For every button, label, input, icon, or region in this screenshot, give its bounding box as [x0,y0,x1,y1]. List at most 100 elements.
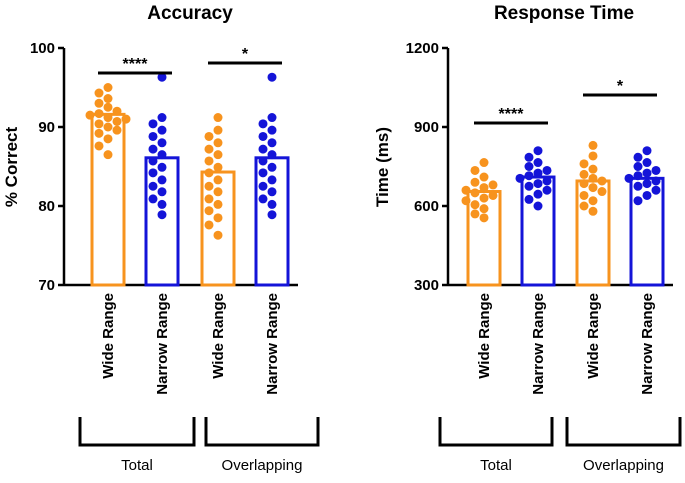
group-bracket [204,417,320,447]
data-point [579,169,589,179]
significance-label: * [617,78,624,95]
data-point [157,125,167,135]
data-point [103,102,113,112]
group-bracket [438,417,554,447]
data-point [642,190,652,200]
data-point [479,172,489,182]
data-point [461,196,471,206]
data-point [533,158,543,168]
data-point [157,187,167,197]
data-point [157,199,167,209]
y-axis-label: Time (ms) [373,127,392,207]
data-point [258,144,268,154]
y-axis-label: % Correct [2,127,21,208]
data-point [258,181,268,191]
data-point [213,138,223,148]
group-label: Overlapping [583,457,664,474]
data-point [94,88,104,98]
data-point [588,183,598,193]
group-label: Total [121,457,153,474]
category-label: Wide Range [585,293,602,379]
data-point [488,190,498,200]
data-point [651,165,661,175]
y-tick-label: 70 [38,277,55,294]
data-point [267,162,277,172]
data-point [103,113,113,123]
data-point [579,159,589,169]
chart-title: Accuracy [147,3,233,24]
data-point [204,144,214,154]
data-point [479,183,489,193]
group-label: Total [480,457,512,474]
category-label: Narrow Range [154,293,171,395]
data-point [148,156,158,166]
data-point [157,210,167,220]
data-point [103,150,113,160]
data-point [588,206,598,216]
data-point [651,185,661,195]
data-point [148,194,158,204]
data-point [103,94,113,104]
data-point [148,119,158,129]
data-point [204,131,214,141]
data-point [533,179,543,189]
data-point [542,176,552,186]
data-point [267,210,277,220]
category-label: Wide Range [476,293,493,379]
data-point [94,98,104,108]
data-point [524,171,534,181]
data-point [588,173,598,183]
y-tick-label: 90 [38,119,55,136]
data-point [597,187,607,197]
significance-label: **** [123,56,149,73]
data-point [204,206,214,216]
y-tick-label: 900 [414,119,439,136]
data-point [470,209,480,219]
data-point [157,175,167,185]
data-point [267,125,277,135]
data-point [470,165,480,175]
data-point [479,213,489,223]
data-point [470,188,480,198]
data-point [103,83,113,92]
data-point [533,201,543,211]
chart-title: Response Time [494,3,634,24]
data-point [204,181,214,191]
data-point [642,168,652,178]
data-point [651,176,661,186]
data-point [479,204,489,214]
data-point [267,138,277,148]
data-point [588,196,598,206]
data-point [94,141,104,151]
data-point [103,122,113,132]
data-point [258,194,268,204]
data-point [470,200,480,210]
y-tick-label: 80 [38,198,55,215]
data-point [524,181,534,191]
y-tick-label: 100 [30,40,55,57]
data-point [157,138,167,148]
data-point [258,119,268,129]
data-point [642,158,652,168]
data-point [112,106,122,116]
group-bracket [565,417,682,447]
data-point [213,187,223,197]
data-point [588,151,598,161]
data-point [112,125,122,135]
category-label: Wide Range [210,293,227,379]
data-point [94,119,104,129]
y-tick-label: 1200 [406,40,439,57]
data-point [157,72,167,82]
data-point [461,185,471,195]
data-point [213,150,223,160]
data-point [267,113,277,123]
data-point [479,158,489,168]
category-label: Wide Range [100,293,117,379]
data-point [267,175,277,185]
data-point [633,181,643,191]
data-point [94,128,104,138]
data-point [213,113,223,123]
data-point [533,146,543,156]
data-point [85,110,95,120]
